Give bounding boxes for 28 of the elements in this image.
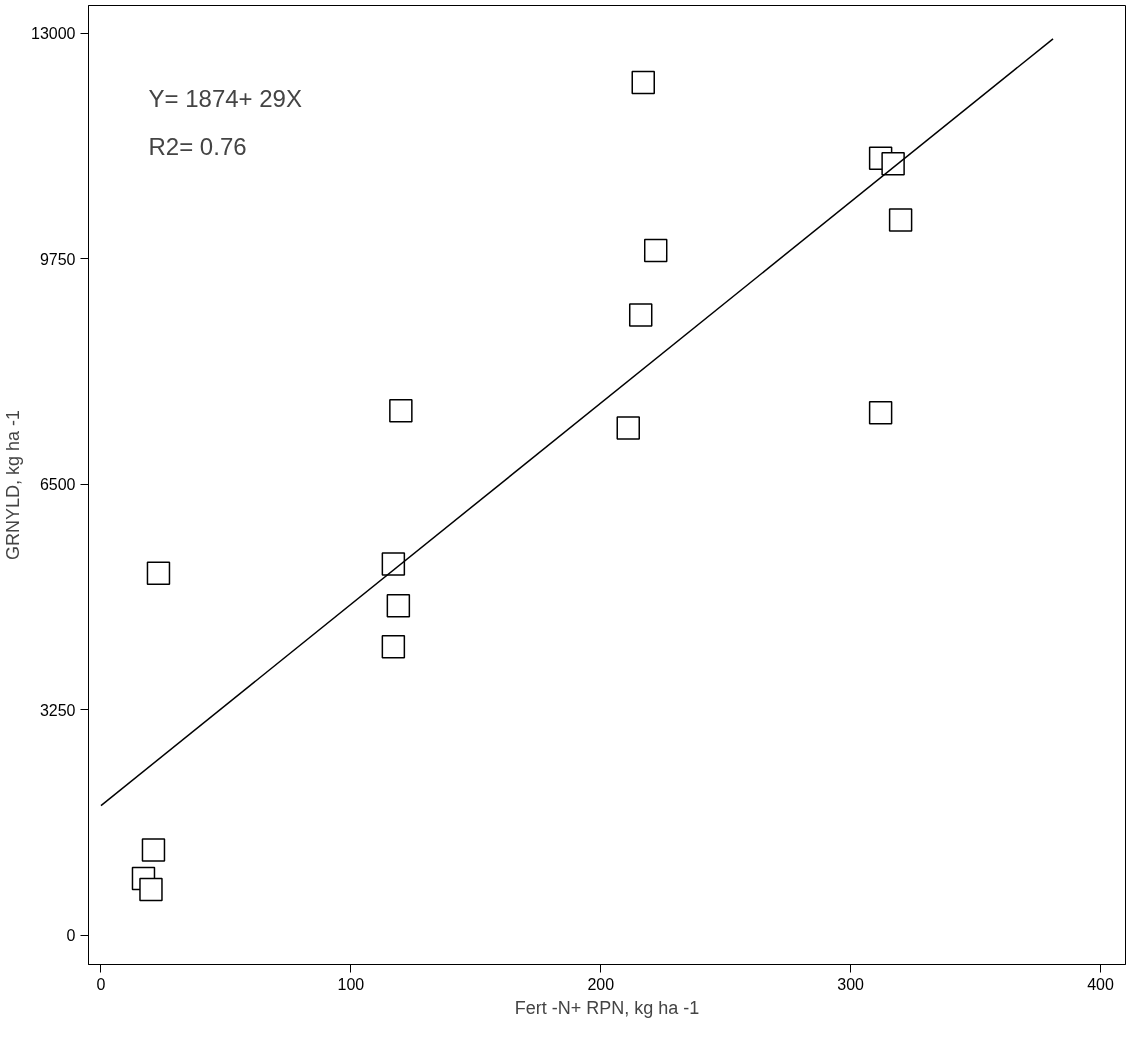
- y-tick-label: 9750: [39, 250, 76, 268]
- y-tick-label: 6500: [39, 476, 76, 494]
- point: [386, 593, 411, 618]
- x-tick-label: 100: [337, 975, 365, 993]
- point: [141, 838, 166, 862]
- x-tick-label: 300: [837, 975, 865, 993]
- y-tick-label: 0: [66, 927, 76, 945]
- point: [868, 401, 893, 425]
- y-tick-label: 3250: [39, 701, 76, 719]
- point: [616, 416, 640, 440]
- point: [628, 303, 653, 327]
- point: [643, 238, 668, 263]
- x-tick-label: 0: [96, 975, 106, 993]
- y-axis-title: GRNYLD, kg ha -1: [3, 409, 24, 561]
- x-tick-label: 400: [1087, 975, 1114, 993]
- point: [381, 634, 406, 659]
- x-tick-label: 200: [587, 975, 615, 993]
- point: [631, 70, 655, 95]
- x-axis-title: Fert -N+ RPN, kg ha -1: [514, 997, 700, 1018]
- point: [139, 877, 163, 902]
- y-tick-label: 13000: [31, 25, 76, 43]
- point: [381, 552, 406, 576]
- annotation: Y= 1874+ 29X: [148, 84, 302, 112]
- point: [881, 151, 905, 176]
- point: [146, 561, 171, 585]
- point: [888, 208, 913, 232]
- annotation: R2= 0.76: [148, 132, 247, 160]
- point: [389, 399, 413, 423]
